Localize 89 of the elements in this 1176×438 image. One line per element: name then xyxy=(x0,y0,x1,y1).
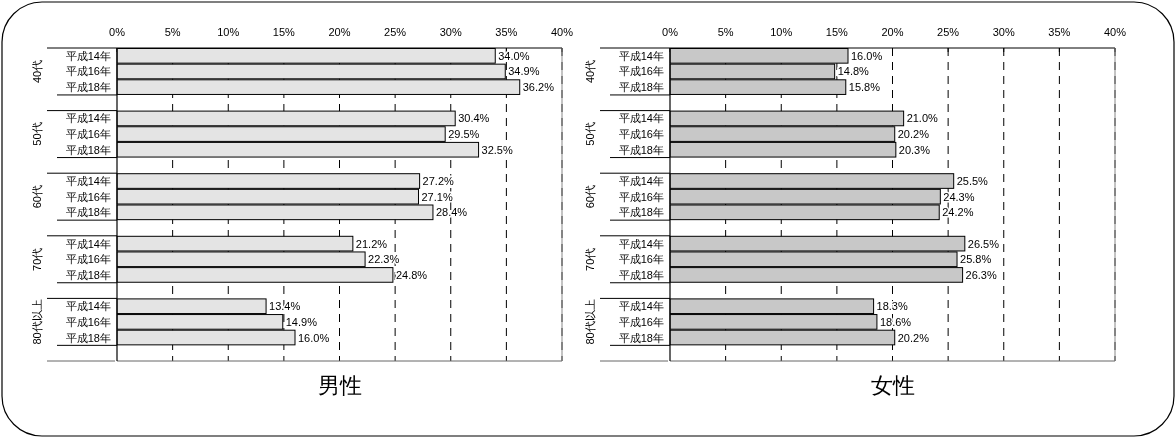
text: 40代 xyxy=(584,59,596,84)
data-label: 20.2% xyxy=(897,331,930,344)
x-tick-label: 25% xyxy=(937,26,960,38)
y-tick-label: 平成14年 xyxy=(618,112,664,125)
y-tick-label: 平成18年 xyxy=(65,206,111,219)
y-tick-label: 平成14年 xyxy=(65,112,111,125)
y-tick-label: 平成16年 xyxy=(618,253,664,266)
data-label: 25.8% xyxy=(960,253,992,266)
data-label: 24.8% xyxy=(395,268,428,281)
x-tick-label: 5% xyxy=(164,26,181,38)
data-label: 16.0% xyxy=(851,49,883,62)
data-label: 18.6% xyxy=(879,315,912,328)
x-tick-label: 40% xyxy=(1103,26,1127,38)
text: 60代 xyxy=(584,185,596,209)
y-tick-label: 平成16年 xyxy=(65,315,111,328)
y-tick-label: 平成18年 xyxy=(618,143,664,156)
y-tick-label: 平成16年 xyxy=(618,128,664,141)
text: 70代 xyxy=(584,247,596,271)
data-label: 28.4% xyxy=(435,206,468,219)
text: 男性 xyxy=(317,373,362,398)
y-tick-label: 平成16年 xyxy=(65,253,111,266)
x-tick-label: 0% xyxy=(662,26,679,38)
x-tick-label: 10% xyxy=(770,26,793,38)
y-tick-label: 平成14年 xyxy=(65,237,111,250)
data-label: 36.2% xyxy=(522,81,555,94)
data-label: 26.5% xyxy=(967,237,1000,250)
y-tick-label: 平成16年 xyxy=(65,190,111,203)
y-tick-label: 平成14年 xyxy=(65,175,111,188)
text: 50代 xyxy=(31,122,43,146)
x-tick-label: 30% xyxy=(992,26,1015,38)
data-label: 14.8% xyxy=(837,65,870,78)
data-label: 20.3% xyxy=(898,143,931,156)
y-tick-label: 平成16年 xyxy=(618,190,664,203)
text: 70代 xyxy=(31,247,43,271)
x-tick-label: 0% xyxy=(109,26,126,38)
y-tick-label: 平成14年 xyxy=(65,300,111,313)
y-tick-label: 平成16年 xyxy=(65,65,111,78)
y-tick-label: 平成18年 xyxy=(618,206,664,219)
x-tick-label: 40% xyxy=(550,26,574,38)
text: 40代 xyxy=(31,59,43,84)
data-label: 29.5% xyxy=(448,128,480,141)
data-label: 14.9% xyxy=(285,315,318,328)
x-tick-label: 35% xyxy=(1048,26,1071,38)
text: 60代 xyxy=(31,185,43,209)
y-tick-label: 平成18年 xyxy=(618,268,664,281)
y-tick-label: 平成16年 xyxy=(65,128,111,141)
y-tick-label: 平成18年 xyxy=(65,143,111,156)
text: 女性 xyxy=(870,373,915,398)
y-tick-label: 平成16年 xyxy=(618,315,664,328)
x-tick-label: 25% xyxy=(384,26,407,38)
x-tick-label: 20% xyxy=(881,26,904,38)
text: 50代 xyxy=(584,122,596,146)
data-label: 24.2% xyxy=(942,206,974,219)
y-tick-label: 平成16年 xyxy=(618,65,664,78)
text: 80代以上 xyxy=(584,299,596,345)
data-label: 25.5% xyxy=(956,175,989,188)
data-label: 21.0% xyxy=(906,112,939,125)
y-tick-label: 平成14年 xyxy=(618,300,664,313)
data-label: 20.2% xyxy=(897,128,930,141)
y-tick-label: 平成18年 xyxy=(618,331,664,344)
data-label: 26.3% xyxy=(965,268,997,281)
data-label: 22.3% xyxy=(368,253,400,266)
y-tick-label: 平成18年 xyxy=(618,81,664,94)
data-label: 21.2% xyxy=(355,237,388,250)
text: 80代以上 xyxy=(31,299,43,345)
x-tick-label: 5% xyxy=(717,26,734,38)
data-label: 27.2% xyxy=(422,175,455,188)
data-label: 34.0% xyxy=(498,49,530,62)
y-tick-label: 平成14年 xyxy=(618,237,664,250)
x-tick-label: 20% xyxy=(328,26,351,38)
y-tick-label: 平成14年 xyxy=(618,49,664,62)
data-label: 27.1% xyxy=(421,190,453,203)
y-tick-label: 平成18年 xyxy=(65,268,111,281)
x-tick-label: 10% xyxy=(217,26,240,38)
data-label: 24.3% xyxy=(943,190,975,203)
x-tick-label: 15% xyxy=(825,26,849,38)
x-tick-label: 30% xyxy=(439,26,462,38)
data-label: 18.3% xyxy=(876,300,908,313)
x-tick-label: 35% xyxy=(495,26,518,38)
x-tick-label: 15% xyxy=(272,26,296,38)
data-label: 15.8% xyxy=(848,81,881,94)
data-label: 30.4% xyxy=(458,112,490,125)
data-label: 13.4% xyxy=(269,300,301,313)
data-label: 16.0% xyxy=(298,331,330,344)
y-tick-label: 平成18年 xyxy=(65,331,111,344)
y-tick-label: 平成14年 xyxy=(618,175,664,188)
y-tick-label: 平成18年 xyxy=(65,81,111,94)
data-label: 34.9% xyxy=(508,65,540,78)
y-tick-label: 平成14年 xyxy=(65,49,111,62)
